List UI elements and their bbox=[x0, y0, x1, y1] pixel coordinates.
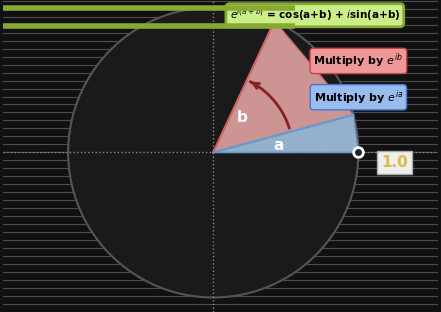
Text: 1.0: 1.0 bbox=[381, 155, 408, 170]
Text: b: b bbox=[237, 110, 248, 124]
Polygon shape bbox=[213, 21, 353, 152]
Text: Multiply by $e^{ia}$: Multiply by $e^{ia}$ bbox=[314, 88, 403, 106]
Text: a: a bbox=[273, 138, 284, 153]
Text: Multiply by $e^{ib}$: Multiply by $e^{ib}$ bbox=[314, 52, 404, 70]
Text: $e^{i(a+b)}$ = cos(a+b) + $i$sin(a+b): $e^{i(a+b)}$ = cos(a+b) + $i$sin(a+b) bbox=[230, 7, 400, 23]
Polygon shape bbox=[68, 7, 359, 297]
Polygon shape bbox=[213, 115, 359, 152]
